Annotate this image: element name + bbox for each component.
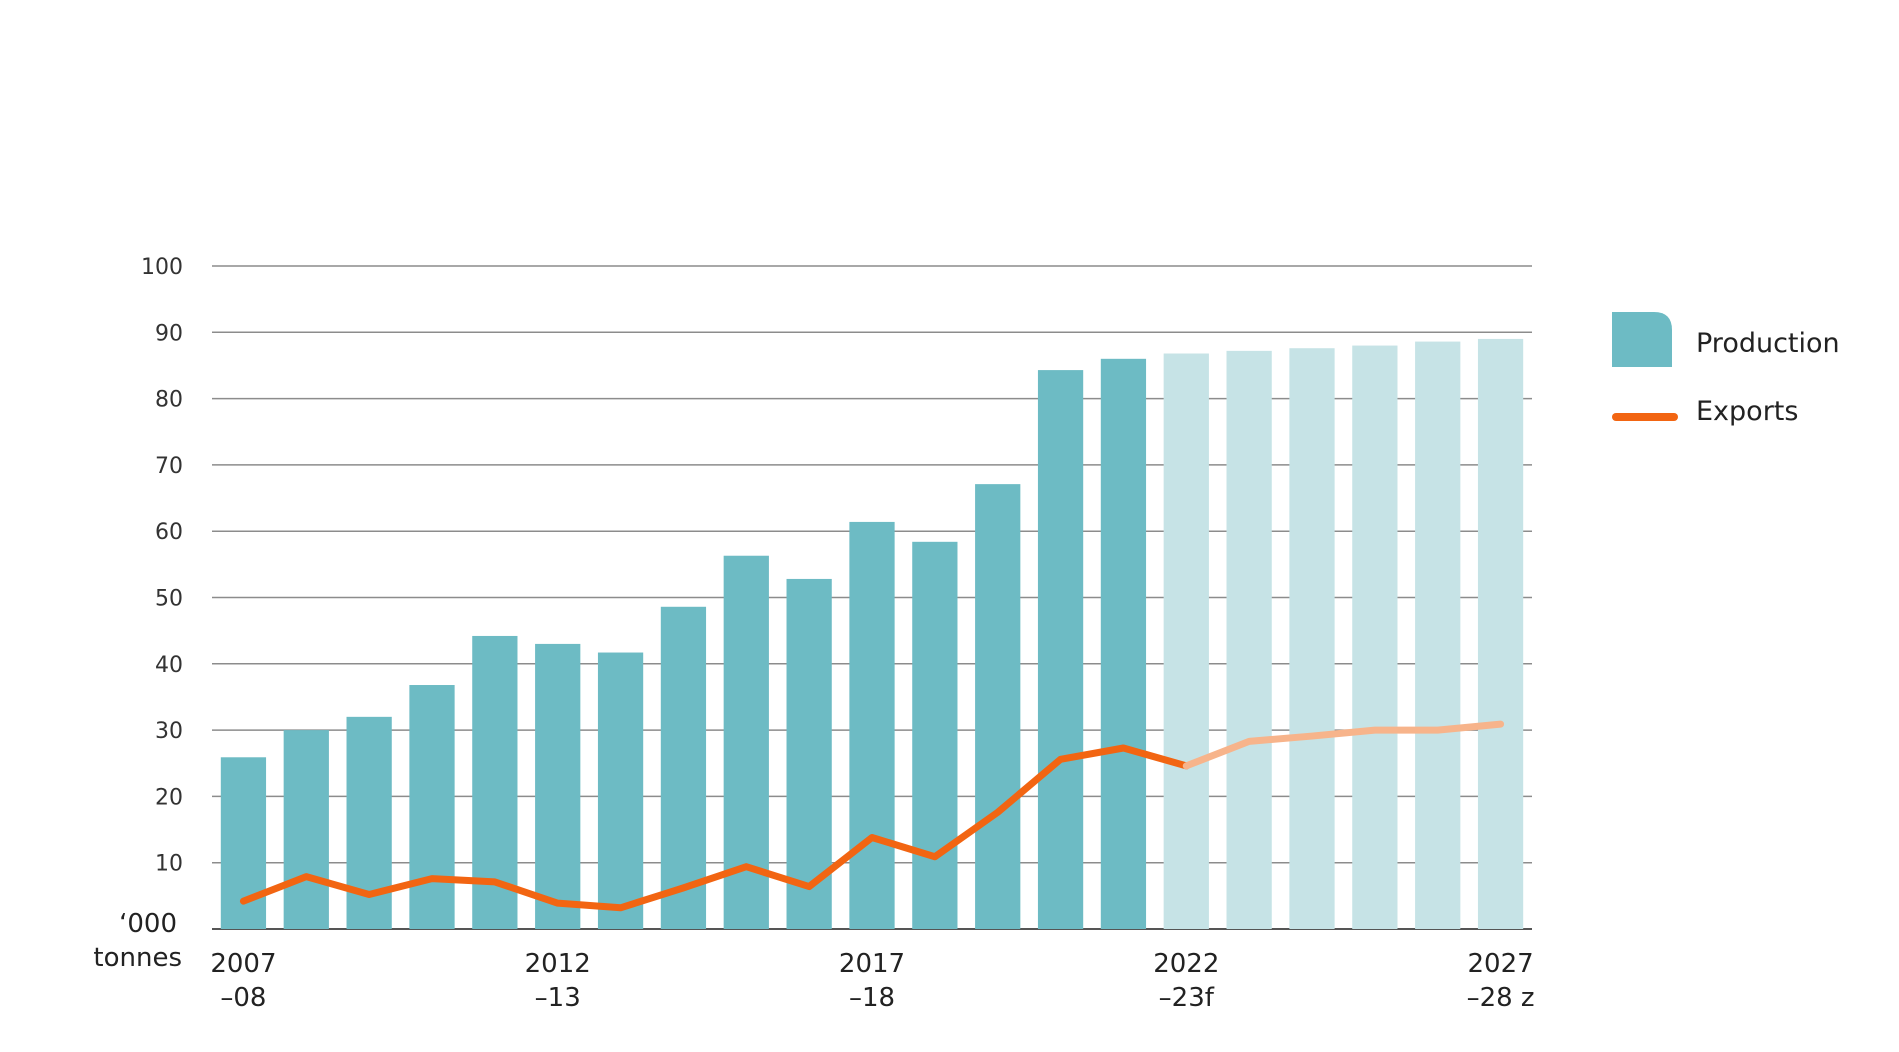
production-bar (1289, 348, 1335, 929)
production-bar (975, 484, 1021, 929)
exports-line-actual (239, 744, 1190, 912)
x-tick-label: 2027 (1467, 949, 1533, 979)
y-tick-label: 40 (155, 653, 183, 678)
y-tick-label: 50 (155, 587, 183, 612)
production-bar (1163, 353, 1209, 929)
y-tick-label: 100 (141, 255, 183, 280)
x-tick-label: 2012 (525, 949, 591, 979)
production-bar (1415, 341, 1461, 929)
y-axis-unit-label-2: tonnes (93, 943, 182, 973)
production-bar (1352, 345, 1398, 929)
exports-line-forecast (1182, 720, 1505, 770)
x-tick-label-sub: –08 (220, 983, 266, 1013)
y-tick-label: 70 (155, 454, 183, 479)
production-bar (1226, 350, 1272, 929)
production-bar (535, 643, 581, 929)
exports-line (239, 720, 1505, 912)
production-bar (660, 606, 707, 929)
production-bar (1037, 370, 1084, 929)
production-bar (597, 652, 644, 929)
production-bar (912, 541, 958, 929)
y-tick-label: 30 (155, 719, 183, 744)
legend-exports-label: Exports (1696, 396, 1798, 427)
production-bars (220, 338, 1524, 929)
x-tick-label: 2007 (210, 949, 276, 979)
x-tick-label: 2022 (1153, 949, 1219, 979)
y-tick-label: 10 (155, 852, 183, 877)
production-bar (283, 730, 329, 929)
legend-production-label: Production (1696, 328, 1840, 359)
production-bar (409, 685, 455, 929)
legend-production-swatch (1612, 312, 1672, 367)
y-axis-tick-labels: 10 20 30 40 50 60 70 80 90 100 (141, 255, 183, 877)
x-tick-label-sub: –18 (849, 983, 895, 1013)
y-tick-label: 80 (155, 388, 183, 413)
x-axis-tick-labels: 2007 –08 2012 –13 2017 –18 2022 –23f 2027 –28 z (210, 949, 1534, 1013)
production-bar (1477, 338, 1524, 929)
x-tick-label-sub: –28 z (1467, 983, 1535, 1013)
x-tick-label-sub: –23f (1159, 983, 1215, 1013)
production-bar (1100, 358, 1147, 929)
y-axis-unit-label: ‘000 (119, 909, 177, 939)
legend: Production Exports (1612, 312, 1840, 427)
production-bar (849, 521, 895, 929)
y-tick-label: 20 (155, 785, 183, 810)
x-tick-label-sub: –13 (535, 983, 581, 1013)
y-tick-label: 60 (155, 520, 183, 545)
x-tick-label: 2017 (839, 949, 905, 979)
y-tick-label: 90 (155, 321, 183, 346)
